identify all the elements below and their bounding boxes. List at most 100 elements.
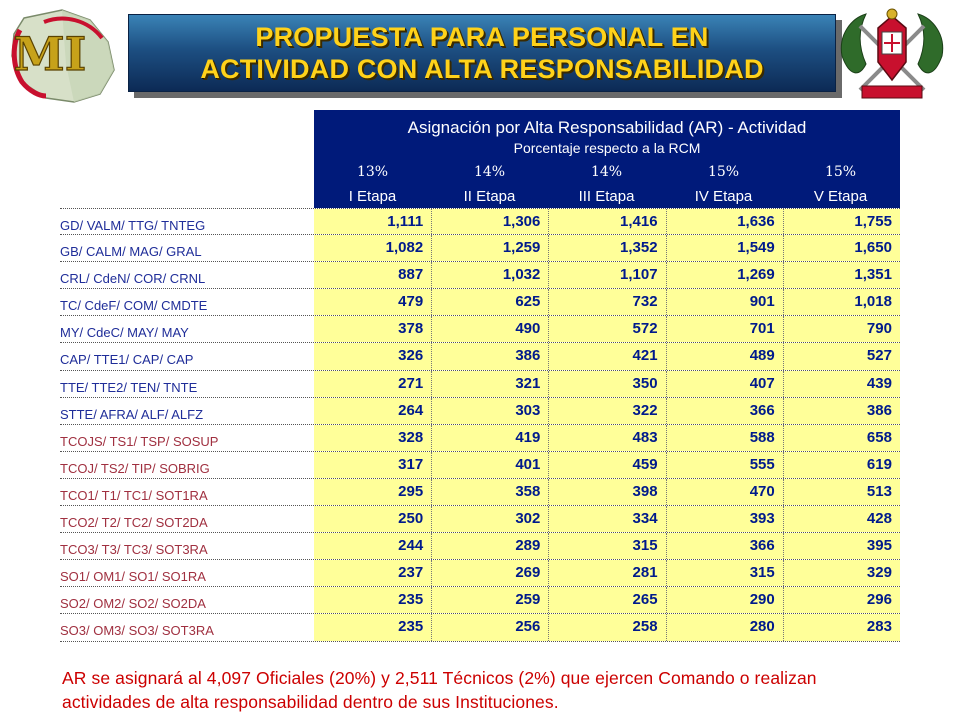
rank-label: TCO1/ T1/ TC1/ SOT1RA <box>60 487 208 503</box>
ministry-logo: MI <box>4 4 122 108</box>
value-cell-stage-5: 790 <box>782 316 900 343</box>
value-cell-stage-1: 1,082 <box>385 239 424 257</box>
value-cells: 237 269 281 315 329 <box>314 560 900 587</box>
rank-label: TC/ CdeF/ COM/ CMDTE <box>60 298 208 314</box>
value-cell-stage-2: 269 <box>431 560 548 587</box>
value-cell-stage-5: 619 <box>782 451 900 478</box>
value-cell-stage-4: 588 <box>665 424 783 451</box>
percentage-3: 14% <box>590 164 623 180</box>
value-cell-stage-4: 290 <box>665 587 783 614</box>
rank-label: CAP/ TTE1/ CAP/ CAP <box>60 352 194 368</box>
military-crest-emblem-icon <box>840 8 944 99</box>
value-cell-stage-5: 1,650 <box>782 235 900 262</box>
value-cell-stage-4: 1,549 <box>665 235 783 262</box>
rank-label: TCO2/ T2/ TC2/ SOT2DA <box>60 515 208 531</box>
value-cell-stage-5: 296 <box>782 587 900 614</box>
value-cell-stage-4: 489 <box>665 343 783 370</box>
rank-label: TTE/ TTE2/ TEN/ TNTE <box>60 379 198 395</box>
value-cells: 326 386 421 489 527 <box>314 343 900 370</box>
value-cell-stage-5: 527 <box>782 343 900 370</box>
value-cell-stage-5: 428 <box>782 506 900 533</box>
table-row: TC/ CdeF/ COM/ CMDTE 479 625 732 901 1,018 <box>60 289 900 317</box>
value-cell-stage-1: 295 <box>398 482 424 500</box>
value-cell-stage-1: 378 <box>398 320 424 338</box>
value-cell-stage-2: 1,306 <box>431 209 548 235</box>
value-cell-stage-3: 421 <box>548 343 665 370</box>
value-cells: 1,082 1,259 1,352 1,549 1,650 <box>314 235 900 262</box>
value-cell-stage-2: 289 <box>431 533 548 560</box>
stage-3: III Etapa <box>578 188 635 205</box>
value-cells: 235 256 258 280 283 <box>314 614 900 641</box>
rank-label: GB/ CALM/ MAG/ GRAL <box>60 244 202 260</box>
table-row: TCO3/ T3/ TC3/ SOT3RA 244 289 315 366 395 <box>60 533 900 561</box>
table-row: TCO2/ T2/ TC2/ SOT2DA 250 302 334 393 428 <box>60 506 900 534</box>
value-cell-stage-3: 459 <box>548 451 665 478</box>
value-cell-stage-5: 395 <box>782 533 900 560</box>
value-cell-stage-3: 572 <box>548 316 665 343</box>
percentage-4: 15% <box>707 164 740 180</box>
rank-label: SO2/ OM2/ SO2/ SO2DA <box>60 596 206 612</box>
value-cell-stage-4: 315 <box>665 560 783 587</box>
title-banner: PROPUESTA PARA PERSONAL EN ACTIVIDAD CON… <box>128 14 836 92</box>
table-header: Asignación por Alta Responsabilidad (AR)… <box>314 110 900 208</box>
value-cell-stage-5: 1,018 <box>782 289 900 316</box>
value-cell-stage-5: 1,351 <box>782 262 900 289</box>
value-cell-stage-1: 1,111 <box>387 213 424 230</box>
stage-5: V Etapa <box>813 188 868 205</box>
table-body: GD/ VALM/ TTG/ TNTEG 1,111 1,306 1,416 1,636… <box>60 208 900 642</box>
value-cell-stage-3: 483 <box>548 424 665 451</box>
value-cell-stage-5: 1,755 <box>782 209 900 235</box>
value-cell-stage-3: 334 <box>548 506 665 533</box>
value-cell-stage-3: 322 <box>548 397 665 424</box>
table-row: GD/ VALM/ TTG/ TNTEG 1,111 1,306 1,416 1,636… <box>60 208 900 236</box>
value-cell-stage-4: 901 <box>665 289 783 316</box>
table-row: MY/ CdeC/ MAY/ MAY 378 490 572 701 790 <box>60 316 900 344</box>
table-row: CAP/ TTE1/ CAP/ CAP 326 386 421 489 527 <box>60 343 900 371</box>
table-row: STTE/ AFRA/ ALF/ ALFZ 264 303 322 366 386 <box>60 397 900 425</box>
value-cell-stage-3: 1,107 <box>548 262 665 289</box>
rank-label: CRL/ CdeN/ COR/ CRNL <box>60 271 206 287</box>
value-cell-stage-4: 393 <box>665 506 783 533</box>
rank-label: SO3/ OM3/ SO3/ SOT3RA <box>60 623 214 639</box>
value-cell-stage-5: 658 <box>782 424 900 451</box>
value-cells: 378 490 572 701 790 <box>314 316 900 343</box>
rank-label: GD/ VALM/ TTG/ TNTEG <box>60 218 206 233</box>
value-cells: 1,111 1,306 1,416 1,636 1,755 <box>314 209 900 235</box>
value-cell-stage-4: 1,636 <box>665 209 783 235</box>
value-cell-stage-5: 329 <box>782 560 900 587</box>
table-row: SO3/ OM3/ SO3/ SOT3RA 235 256 258 280 283 <box>60 614 900 642</box>
value-cell-stage-3: 732 <box>548 289 665 316</box>
value-cell-stage-2: 303 <box>431 397 548 424</box>
value-cell-stage-3: 315 <box>548 533 665 560</box>
value-cell-stage-5: 283 <box>782 614 900 641</box>
value-cell-stage-2: 1,032 <box>431 262 548 289</box>
value-cell-stage-4: 407 <box>665 370 783 397</box>
value-cell-stage-1: 235 <box>398 618 424 636</box>
rank-label: SO1/ OM1/ SO1/ SO1RA <box>60 569 206 585</box>
rank-label: MY/ CdeC/ MAY/ MAY <box>60 325 189 341</box>
table-row: TCO1/ T1/ TC1/ SOT1RA 295 358 398 470 513 <box>60 478 900 507</box>
value-cell-stage-3: 1,352 <box>548 235 665 262</box>
title-line-1: PROPUESTA PARA PERSONAL EN <box>255 22 709 52</box>
value-cell-stage-1: 328 <box>398 428 424 446</box>
value-cells: 235 259 265 290 296 <box>314 587 900 614</box>
rank-label: TCOJ/ TS2/ TIP/ SOBRIG <box>60 460 210 476</box>
value-cell-stage-2: 1,259 <box>431 235 548 262</box>
value-cell-stage-1: 271 <box>398 374 424 392</box>
footnote: AR se asignará al 4,097 Oficiales (20%) … <box>62 668 817 712</box>
value-cell-stage-2: 490 <box>431 316 548 343</box>
value-cell-stage-3: 398 <box>548 478 665 506</box>
value-cells: 328 419 483 588 658 <box>314 424 900 451</box>
value-cell-stage-2: 358 <box>431 478 548 506</box>
value-cell-stage-3: 281 <box>548 560 665 587</box>
value-cell-stage-1: 244 <box>398 537 424 555</box>
peru-map-emblem-icon: MI <box>11 9 115 103</box>
value-cell-stage-5: 439 <box>782 370 900 397</box>
table-title: Asignación por Alta Responsabilidad (AR)… <box>407 118 807 137</box>
value-cell-stage-4: 470 <box>665 478 783 506</box>
value-cell-stage-2: 259 <box>431 587 548 614</box>
value-cell-stage-3: 350 <box>548 370 665 397</box>
table-row: GB/ CALM/ MAG/ GRAL 1,082 1,259 1,352 1,549 1… <box>60 235 900 263</box>
table-row: CRL/ CdeN/ COR/ CRNL 887 1,032 1,107 1,269 1,… <box>60 262 900 290</box>
rank-label: TCO3/ T3/ TC3/ SOT3RA <box>60 542 208 558</box>
